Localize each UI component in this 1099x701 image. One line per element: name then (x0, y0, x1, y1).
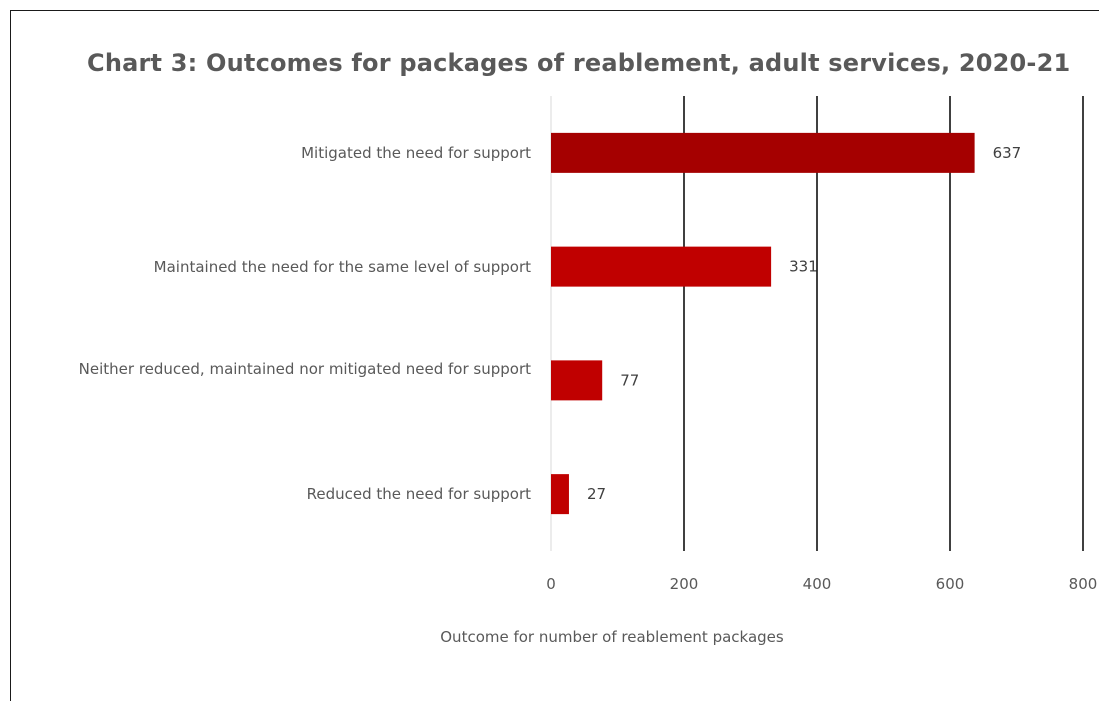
x-tick-label: 600 (936, 575, 965, 593)
x-tick-labels: 0 200 400 600 800 (546, 575, 1097, 593)
data-label: 27 (587, 485, 606, 503)
data-label: 331 (789, 258, 818, 276)
bars (551, 132, 975, 515)
x-tick-label: 800 (1069, 575, 1098, 593)
bar (551, 360, 603, 401)
category-label: Neither reduced, maintained nor mitigate… (78, 360, 531, 379)
category-label: Mitigated the need for support (301, 143, 531, 162)
category-label: Maintained the need for the same level o… (153, 257, 531, 276)
bar (551, 132, 975, 173)
category-label: Reduced the need for support (306, 485, 531, 504)
bar (551, 246, 772, 287)
x-tick-label: 400 (803, 575, 832, 593)
x-tick-label: 0 (546, 575, 556, 593)
chart-title: Chart 3: Outcomes for packages of reable… (87, 49, 1071, 77)
chart-frame: Chart 3: Outcomes for packages of reable… (10, 10, 1099, 701)
data-label: 637 (993, 144, 1022, 162)
data-label: 77 (620, 371, 639, 389)
plot-area: 637 331 77 27 0 200 400 600 800 Outcome for num… (440, 96, 1097, 646)
bar (551, 474, 569, 515)
data-labels: 637 331 77 27 (587, 144, 1021, 503)
x-axis-title: Outcome for number of reablement package… (440, 628, 784, 646)
x-tick-label: 200 (670, 575, 699, 593)
